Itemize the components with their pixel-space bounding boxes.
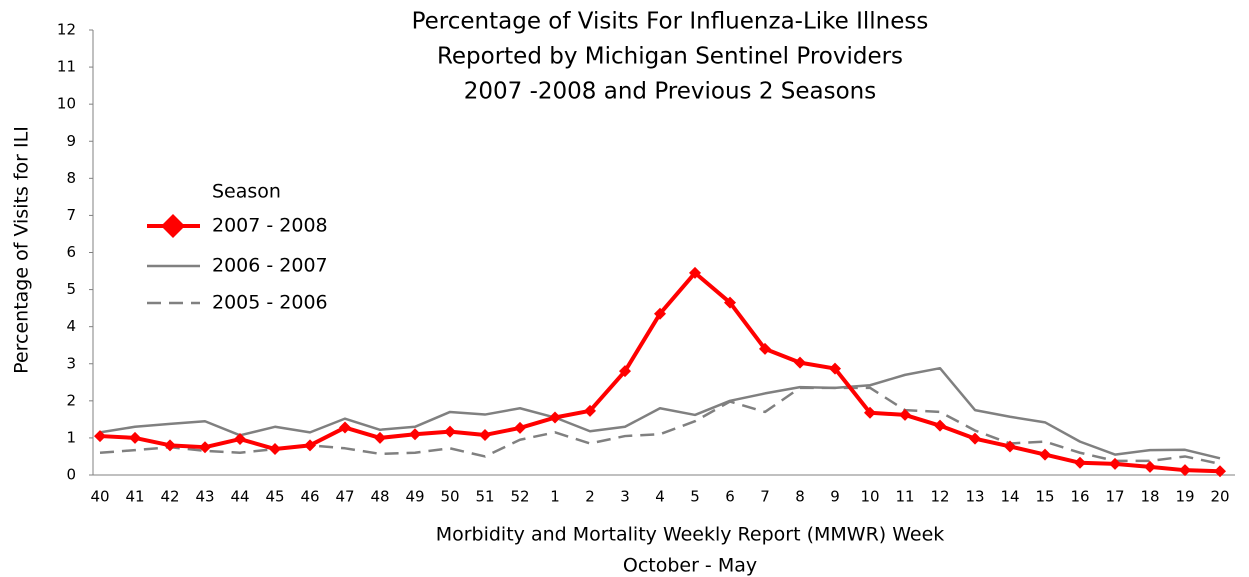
marker xyxy=(444,425,456,438)
y-tick-label: 7 xyxy=(66,206,76,224)
marker xyxy=(584,404,596,417)
x-tick-label: 10 xyxy=(860,488,879,506)
x-tick-label: 43 xyxy=(195,488,214,506)
x-tick-label: 20 xyxy=(1210,488,1229,506)
x-tick-label: 44 xyxy=(230,488,249,506)
marker xyxy=(654,307,666,320)
y-tick-label: 3 xyxy=(66,354,76,372)
x-tick-label: 4 xyxy=(655,488,665,506)
x-tick-label: 41 xyxy=(125,488,144,506)
x-tick-label: 50 xyxy=(440,488,459,506)
marker xyxy=(899,408,911,421)
x-tick-label: 48 xyxy=(370,488,389,506)
x-tick-label: 42 xyxy=(160,488,179,506)
x-axis-label: Morbidity and Mortality Weekly Report (M… xyxy=(436,524,945,546)
y-tick-label: 12 xyxy=(57,21,76,39)
x-tick-label: 17 xyxy=(1105,488,1124,506)
marker xyxy=(164,439,176,452)
marker xyxy=(1144,460,1156,473)
x-tick-label: 5 xyxy=(690,488,700,506)
marker xyxy=(304,439,316,452)
marker xyxy=(479,428,491,441)
marker xyxy=(374,431,386,444)
marker xyxy=(829,362,841,375)
legend-title: Season xyxy=(212,181,281,203)
x-tick-label: 15 xyxy=(1035,488,1054,506)
x-tick-label: 47 xyxy=(335,488,354,506)
x-tick-label: 8 xyxy=(795,488,805,506)
y-tick-label: 6 xyxy=(66,243,76,261)
y-tick-label: 11 xyxy=(57,58,76,76)
marker xyxy=(549,411,561,424)
legend-label: 2005 - 2006 xyxy=(212,292,328,314)
marker xyxy=(339,421,351,434)
marker xyxy=(619,365,631,378)
x-tick-label: 13 xyxy=(965,488,984,506)
x-tick-label: 11 xyxy=(895,488,914,506)
x-tick-label: 3 xyxy=(620,488,630,506)
legend-label: 2006 - 2007 xyxy=(212,255,328,277)
marker xyxy=(864,406,876,419)
y-tick-label: 1 xyxy=(66,428,76,446)
marker xyxy=(94,430,106,443)
chart-title: Percentage of Visits For Influenza-Like … xyxy=(412,9,929,35)
chart-title: Reported by Michigan Sentinel Providers xyxy=(437,44,903,70)
marker xyxy=(514,421,526,434)
marker xyxy=(409,428,421,441)
x-tick-label: 46 xyxy=(300,488,319,506)
x-tick-label: 45 xyxy=(265,488,284,506)
x-tick-label: 6 xyxy=(725,488,735,506)
y-tick-label: 5 xyxy=(66,280,76,298)
chart-title: 2007 -2008 and Previous 2 Seasons xyxy=(464,79,876,105)
marker xyxy=(724,296,736,309)
marker xyxy=(1004,440,1016,453)
legend-label: 2007 - 2008 xyxy=(212,215,328,237)
marker xyxy=(1109,457,1121,470)
x-tick-label: 2 xyxy=(585,488,595,506)
x-tick-label: 49 xyxy=(405,488,424,506)
x-tick-label: 19 xyxy=(1175,488,1194,506)
x-axis-label: October - May xyxy=(623,555,757,577)
x-tick-label: 40 xyxy=(90,488,109,506)
x-tick-label: 18 xyxy=(1140,488,1159,506)
marker xyxy=(1074,456,1086,469)
marker xyxy=(1039,448,1051,461)
x-tick-label: 14 xyxy=(1000,488,1019,506)
x-tick-label: 51 xyxy=(475,488,494,506)
marker xyxy=(129,431,141,444)
x-tick-label: 12 xyxy=(930,488,949,506)
series-line xyxy=(99,366,1221,460)
legend-marker xyxy=(161,214,185,238)
marker xyxy=(969,432,981,445)
y-tick-label: 2 xyxy=(66,391,76,409)
marker xyxy=(689,266,701,279)
y-tick-label: 8 xyxy=(66,169,76,187)
y-tick-label: 0 xyxy=(66,466,76,484)
marker xyxy=(1214,465,1226,478)
x-tick-label: 9 xyxy=(830,488,840,506)
marker xyxy=(794,356,806,369)
y-tick-label: 4 xyxy=(66,317,76,335)
marker xyxy=(759,342,771,355)
x-tick-label: 16 xyxy=(1070,488,1089,506)
x-tick-label: 7 xyxy=(760,488,770,506)
marker xyxy=(1179,464,1191,477)
x-tick-label: 1 xyxy=(550,488,560,506)
y-tick-label: 10 xyxy=(57,95,76,113)
marker xyxy=(234,433,246,446)
marker xyxy=(269,443,281,456)
y-tick-label: 9 xyxy=(66,132,76,150)
marker xyxy=(934,419,946,432)
y-axis-label: Percentage of Visits for ILI xyxy=(11,126,33,374)
x-tick-label: 52 xyxy=(510,488,529,506)
marker xyxy=(199,441,211,454)
